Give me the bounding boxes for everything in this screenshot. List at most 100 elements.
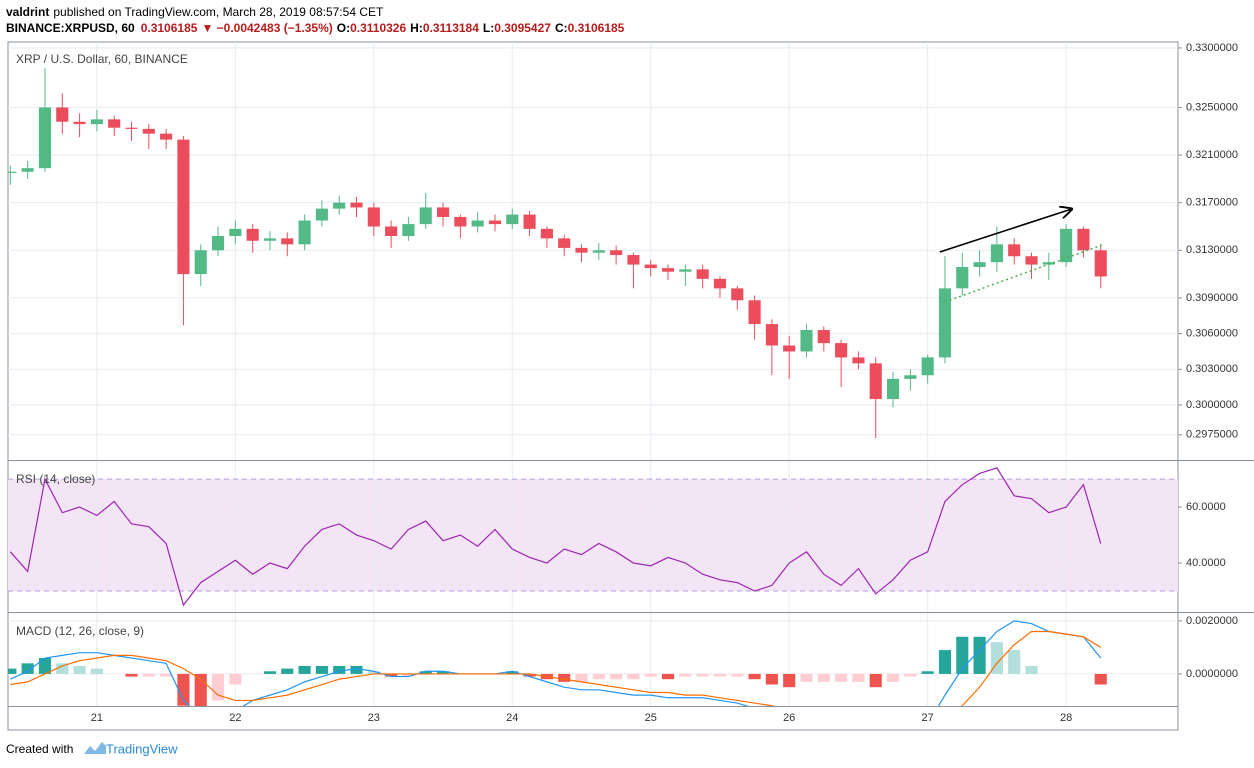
candle-body (610, 250, 623, 256)
symbol: BINANCE:XRPUSD, 60 (6, 21, 135, 35)
histogram-bar (575, 673, 588, 682)
header-line-1: valdrint published on TradingView.com, Ma… (6, 5, 384, 19)
y-tick-label: 0.3060000 (1186, 328, 1238, 340)
histogram-bar (731, 673, 744, 677)
histogram-bar (281, 668, 294, 674)
candle-body (713, 278, 727, 289)
histogram-bar (679, 673, 692, 677)
candle-body (627, 255, 640, 265)
candle-body (367, 207, 380, 227)
candle-body (1094, 250, 1107, 277)
histogram-bar (783, 673, 796, 688)
histogram-bar (367, 671, 380, 674)
histogram-bar (21, 663, 34, 674)
histogram-bar (1025, 665, 1038, 674)
histogram-bar (800, 673, 813, 682)
y-tick-label: 0.2975000 (1186, 429, 1238, 441)
y-tick-label: 0.3000000 (1186, 399, 1238, 411)
histogram-bar (765, 673, 778, 685)
candle-body (835, 343, 848, 358)
frame (7, 41, 1179, 731)
x-tick-label: 27 (922, 712, 934, 724)
candle-body (540, 228, 553, 239)
x-tick-label: 26 (783, 712, 795, 724)
x-tick-label: 25 (645, 712, 657, 724)
candle-body (488, 220, 502, 225)
footer-text: Created with (6, 742, 73, 756)
y-tick-label: 0.3210000 (1186, 149, 1238, 161)
histogram-bar (523, 673, 536, 677)
x-tick-label: 21 (91, 712, 103, 724)
candle-body (575, 247, 588, 253)
histogram-bar (592, 673, 605, 680)
histogram-bar (315, 665, 328, 674)
candle-body (1060, 228, 1073, 263)
candle-body (246, 228, 259, 241)
change: ▼ −0.0042483 (−1.35%) (201, 21, 332, 35)
line (10, 630, 1102, 706)
candle-body (661, 268, 675, 272)
histogram-bar (610, 673, 623, 680)
candle-body (436, 207, 450, 217)
header-line-2: BINANCE:XRPUSD, 60 0.3106185 ▼ −0.0042483 … (6, 21, 625, 35)
candle-body (56, 107, 69, 122)
candle-body (160, 133, 173, 140)
candle-body (956, 266, 969, 289)
rsi-pane (8, 462, 1178, 612)
histogram-bar (8, 668, 17, 674)
histogram-bar (506, 671, 519, 674)
histogram-bar (402, 673, 415, 677)
last-price: 0.3106185 (141, 21, 198, 35)
ohlc-key: O: (337, 21, 350, 35)
histogram-bar (644, 673, 657, 677)
histogram-bar (904, 673, 917, 677)
candle-body (471, 220, 484, 227)
logo (84, 742, 106, 754)
candle-body (125, 127, 138, 129)
candle-body (419, 207, 432, 225)
candle-body (973, 262, 986, 267)
line (10, 620, 1102, 706)
candle-body (783, 345, 796, 352)
candle-body (852, 357, 865, 364)
published: published on TradingView.com, March 28, … (53, 5, 384, 19)
histogram-bar (990, 642, 1003, 674)
candle-body (1077, 228, 1090, 251)
rsi-band (8, 479, 1178, 592)
y-tick-label: 40.0000 (1186, 557, 1226, 569)
candle-body (1008, 244, 1021, 257)
candle-body (177, 139, 190, 275)
histogram-bar (696, 673, 709, 677)
histogram-bar (350, 665, 363, 674)
candle-body (333, 202, 346, 209)
histogram-bar (142, 673, 155, 677)
trendline (939, 209, 1072, 253)
pane-title: MACD (12, 26, close, 9) (16, 624, 144, 638)
histogram-bar (713, 673, 727, 677)
y-tick-label: 0.3250000 (1186, 101, 1238, 113)
histogram-bar (419, 671, 432, 674)
histogram-bar (333, 665, 346, 674)
histogram-bar (56, 663, 69, 674)
candle-body (765, 324, 778, 346)
histogram-bar (852, 673, 865, 682)
candle-body (1025, 256, 1038, 265)
y-tick-label: 60.0000 (1186, 501, 1226, 513)
histogram-bar (886, 673, 900, 682)
histogram-bar (627, 673, 640, 680)
candle-body (990, 244, 1003, 263)
candle-body (142, 128, 155, 134)
y-tick-label: 0.3130000 (1186, 244, 1238, 256)
footer-brand: TradingView (106, 741, 178, 756)
histogram-bar (385, 673, 398, 677)
y-tick-label: 0.3170000 (1186, 197, 1238, 209)
pane-title: RSI (14, close) (16, 472, 95, 486)
candle-body (506, 214, 519, 225)
histogram-bar (1094, 673, 1107, 685)
ohlc-key: L: (483, 21, 494, 35)
x-tick-label: 24 (506, 712, 518, 724)
candle-body (748, 300, 761, 325)
candle-body (194, 250, 207, 275)
histogram-bar (938, 650, 952, 674)
y-tick-label: 0.0020000 (1186, 615, 1238, 627)
